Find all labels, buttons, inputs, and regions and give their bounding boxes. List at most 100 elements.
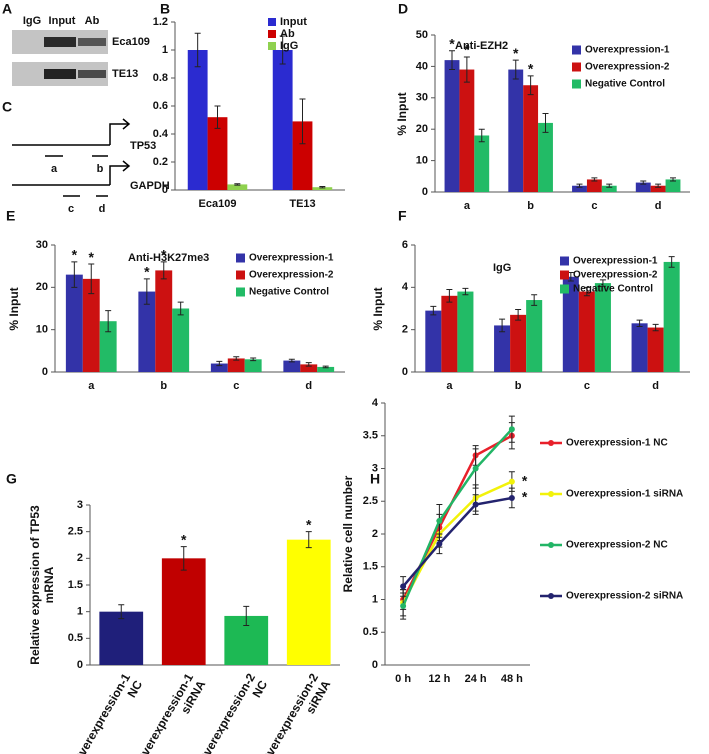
gel-row: Eca109 [112, 36, 150, 48]
y-tick-label: 0 [77, 659, 83, 671]
error-bar [234, 183, 241, 186]
error-bar [478, 128, 485, 143]
significance: * [522, 489, 528, 505]
error-bar [636, 319, 643, 327]
point [400, 603, 407, 610]
point [472, 465, 479, 472]
x-tick-label: a [88, 380, 95, 392]
legend-label: Overexpression-2 [249, 270, 334, 281]
error-bar [279, 35, 286, 65]
significance: * [522, 472, 528, 488]
y-tick-label: 1.5 [363, 561, 378, 573]
region-label: b [97, 163, 104, 175]
line [402, 496, 513, 588]
x-tick-label: 48 h [501, 673, 523, 685]
y-tick-label: 30 [36, 239, 48, 251]
significance: * [464, 42, 470, 58]
point [436, 540, 443, 547]
error-bar [446, 288, 453, 303]
error-bar [177, 301, 184, 316]
point [472, 501, 479, 508]
error-bar [462, 287, 469, 296]
y-axis-label: Relative expression of TP53 mRNA [28, 505, 56, 665]
y-tick-label: 20 [36, 281, 48, 293]
gel-row: TE13 [112, 68, 138, 80]
panel-label: A [2, 1, 12, 17]
bar [272, 50, 293, 190]
y-tick-label: 1 [77, 606, 83, 618]
legend-label: Negative Control [249, 287, 329, 298]
region-label: c [68, 203, 74, 215]
legend-swatch [236, 287, 245, 297]
x-tick-label: d [652, 380, 659, 392]
bar [300, 364, 318, 372]
panel-label: G [6, 471, 17, 487]
y-tick-label: 2.5 [363, 495, 378, 507]
error-bar [515, 309, 522, 321]
y-tick-label: 10 [416, 155, 428, 167]
y-tick-label: 0 [162, 184, 168, 196]
error-bar [118, 604, 125, 620]
legend-swatch [560, 256, 569, 266]
error-bar [216, 360, 223, 367]
gel-band [78, 38, 106, 46]
legend-marker [548, 440, 554, 446]
bar [594, 283, 611, 372]
y-tick-label: 10 [36, 324, 48, 336]
y-tick-label: 0 [372, 659, 378, 671]
y-tick-label: 0 [42, 366, 48, 378]
error-bar [449, 50, 455, 71]
bar [572, 185, 587, 192]
y-tick-label: 30 [416, 92, 428, 104]
gel-column: Ab [85, 15, 100, 27]
legend-swatch [236, 253, 245, 263]
gene-name: GAPDH [130, 180, 170, 192]
bar [538, 122, 553, 192]
significance: * [72, 247, 78, 263]
error-bar [305, 362, 312, 367]
x-tick-label: Eca109 [199, 198, 237, 210]
legend-label: Negative Control [585, 79, 665, 90]
legend-swatch [572, 79, 581, 89]
x-tick-label: b [160, 380, 167, 392]
error-bar [105, 310, 112, 333]
point [508, 478, 515, 485]
y-tick-label: 50 [416, 29, 428, 41]
bar [474, 135, 490, 192]
y-tick-label: 4 [372, 397, 379, 409]
legend-label: Overexpression-1 [585, 45, 670, 56]
y-tick-label: 2 [77, 552, 83, 564]
bar [635, 182, 651, 192]
y-tick-label: 3 [77, 499, 83, 511]
x-tick-label: 24 h [465, 673, 487, 685]
y-tick-label: 20 [416, 123, 428, 135]
y-axis-label: % Input [7, 286, 21, 331]
y-axis-label: Relative cell number [341, 475, 355, 593]
bar [631, 323, 648, 372]
panel-label: F [398, 208, 407, 224]
bar [227, 184, 248, 190]
legend-label: Ab [280, 28, 295, 40]
y-tick-label: 0.6 [153, 100, 168, 112]
error-bar [305, 531, 312, 549]
y-tick-label: 0.8 [153, 72, 168, 84]
legend-swatch [560, 284, 569, 294]
line [402, 480, 513, 604]
y-axis-label: % Input [371, 286, 385, 331]
error-bar [250, 357, 257, 362]
y-tick-label: 3 [372, 462, 378, 474]
error-bar [583, 286, 590, 297]
x-tick-label: a [464, 200, 471, 212]
legend-label: IgG [280, 40, 298, 52]
point [508, 494, 515, 501]
error-bar [531, 294, 538, 306]
y-tick-label: 1 [372, 593, 378, 605]
panel-label: D [398, 1, 408, 17]
gel-band [78, 70, 106, 78]
y-tick-label: 3.5 [363, 430, 378, 442]
bar [227, 358, 245, 372]
error-bar [430, 305, 437, 316]
bar [459, 69, 475, 192]
error-bar [463, 56, 470, 83]
